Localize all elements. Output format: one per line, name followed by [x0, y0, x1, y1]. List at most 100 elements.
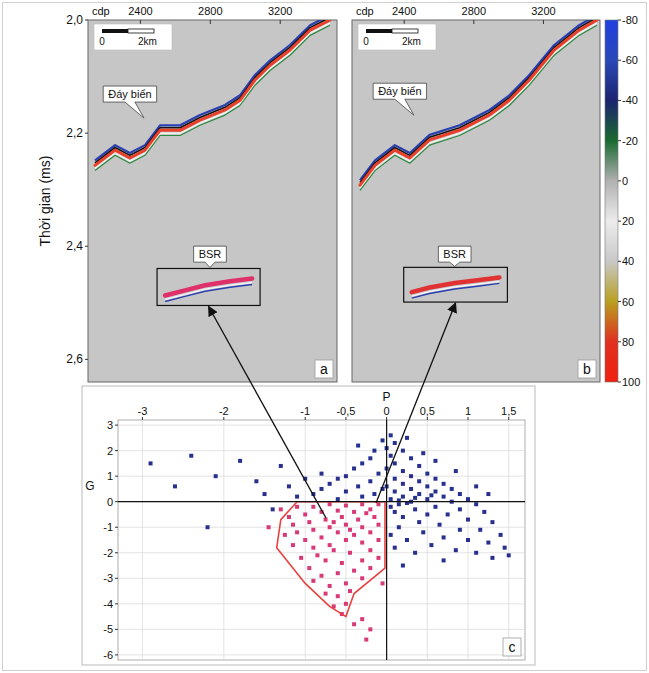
point	[401, 564, 405, 568]
point	[344, 538, 348, 542]
y-tick-label: 1	[107, 470, 113, 482]
point	[356, 444, 360, 448]
point	[425, 484, 429, 488]
colorbar-tick-label: -60	[622, 54, 638, 66]
y-axis-title: G	[85, 479, 94, 493]
colorbar-tick	[618, 261, 621, 262]
point	[324, 558, 328, 562]
point	[295, 495, 299, 499]
y-tick	[115, 476, 118, 477]
callout-box	[438, 246, 471, 266]
point	[324, 592, 328, 596]
point	[311, 579, 315, 583]
point	[389, 533, 393, 537]
point	[336, 497, 340, 501]
point	[364, 638, 368, 642]
point	[320, 472, 324, 476]
point	[486, 541, 490, 545]
point	[393, 477, 397, 481]
x-tick-label: 1,5	[501, 405, 516, 417]
section-background	[88, 20, 337, 382]
colorbar-tick	[618, 180, 621, 181]
x-tick	[508, 417, 509, 420]
y-tick-label: -3	[103, 572, 113, 584]
colorbar-tick-label: -80	[622, 14, 638, 26]
callout: BSR	[438, 246, 471, 266]
grid-x	[427, 420, 428, 660]
colorbar-tick-label: -40	[622, 94, 638, 106]
wavelet-lobe	[95, 20, 330, 163]
panel-letter: a	[320, 361, 328, 377]
colorbar-tick-label: 40	[622, 255, 634, 267]
grid-x	[223, 420, 224, 660]
y-tick	[115, 425, 118, 426]
point	[393, 546, 397, 550]
point	[429, 493, 433, 497]
point	[352, 569, 356, 573]
x-tick	[140, 20, 141, 24]
point	[303, 512, 307, 516]
y-tick	[115, 501, 118, 502]
colorbar-tick	[618, 341, 621, 342]
point	[413, 496, 417, 500]
point	[360, 558, 364, 562]
panel-letter-box	[315, 360, 333, 378]
point	[389, 505, 393, 509]
point	[454, 469, 458, 473]
x-tick-label: -0,5	[336, 405, 355, 417]
point	[409, 456, 413, 460]
point	[474, 551, 478, 555]
point	[409, 474, 413, 478]
x-axis-title: cdp	[356, 5, 374, 17]
x-tick-label: 1	[465, 405, 471, 417]
point	[360, 576, 364, 580]
grid-x	[142, 420, 143, 660]
horizon	[95, 20, 330, 165]
y-tick-label: 3	[107, 419, 113, 431]
y-tick	[115, 654, 118, 655]
point	[279, 507, 283, 511]
y-tick	[115, 578, 118, 579]
point	[446, 512, 450, 516]
y-tick-label: -4	[103, 598, 113, 610]
marks	[149, 433, 511, 641]
point	[340, 561, 344, 565]
x-tick-label: -1	[300, 405, 310, 417]
point	[279, 464, 283, 468]
arrow	[376, 303, 456, 503]
callout-text: Đáy biển	[108, 88, 151, 100]
point	[425, 512, 429, 516]
point	[450, 487, 454, 491]
point	[356, 518, 360, 522]
point	[376, 502, 380, 506]
y-tick-label: 2,0	[66, 13, 83, 27]
colorbar-tick	[618, 382, 621, 383]
y-tick-label: 0	[107, 496, 113, 508]
y-tick	[85, 246, 88, 247]
colorbar-tick-label: 80	[622, 336, 634, 348]
y-tick-label: 2	[107, 445, 113, 457]
x-tick-label: 0,5	[420, 405, 435, 417]
grid-y	[118, 629, 525, 630]
point	[417, 492, 421, 496]
point	[263, 492, 267, 496]
colorbar-tick	[618, 100, 621, 101]
colorbar-tick	[618, 301, 621, 302]
grid-y	[118, 501, 525, 502]
point	[336, 477, 340, 481]
point	[381, 438, 385, 442]
callout-text: Đáy biển	[378, 85, 421, 97]
grid-y	[118, 476, 525, 477]
point	[433, 505, 437, 509]
point	[360, 617, 364, 621]
point	[332, 520, 336, 524]
point	[466, 538, 470, 542]
point	[417, 520, 421, 524]
point	[421, 451, 425, 455]
bsr-box	[404, 267, 508, 302]
grid-y	[118, 552, 525, 553]
colorbar-tick-label: -20	[622, 135, 638, 147]
point	[348, 589, 352, 593]
panel-letter-box	[503, 638, 521, 656]
point	[360, 495, 364, 499]
